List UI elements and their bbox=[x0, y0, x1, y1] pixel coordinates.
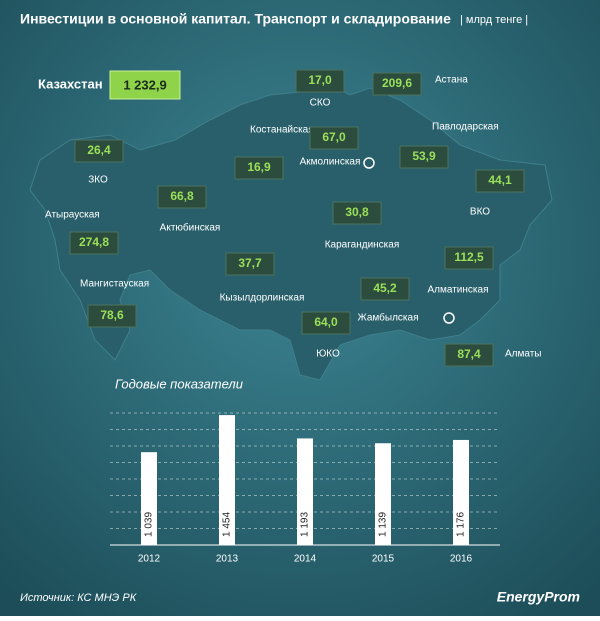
bar bbox=[219, 415, 235, 545]
region-name: Астана bbox=[435, 75, 468, 86]
region-name: Алматинская bbox=[428, 285, 489, 296]
region-value: 45,2 bbox=[373, 281, 397, 295]
region-box bbox=[74, 139, 124, 163]
region-value: 17,0 bbox=[308, 73, 332, 87]
brand: EnergyProm bbox=[497, 589, 580, 605]
region-box bbox=[309, 126, 359, 150]
region-box bbox=[87, 304, 137, 328]
region-value: 67,0 bbox=[322, 130, 346, 144]
x-tick-label: 2015 bbox=[372, 554, 395, 565]
region-value: 78,6 bbox=[100, 308, 124, 322]
region-value: 274,8 bbox=[79, 235, 109, 249]
region-box bbox=[234, 156, 284, 180]
region-value: 16,9 bbox=[247, 160, 271, 174]
region-box bbox=[444, 246, 494, 270]
bar-value-label: 1 454 bbox=[222, 512, 233, 537]
region-box bbox=[444, 343, 494, 367]
x-tick-label: 2016 bbox=[450, 554, 473, 565]
region-value: 112,5 bbox=[454, 250, 484, 264]
region-name: Жамбылская bbox=[358, 312, 419, 324]
bar-value-label: 1 193 bbox=[300, 512, 311, 537]
region-name: СКО bbox=[310, 98, 331, 109]
region-value: 44,1 bbox=[488, 173, 512, 187]
region-value: 30,8 bbox=[345, 205, 369, 219]
bar-value-label: 1 139 bbox=[378, 512, 389, 537]
bar bbox=[453, 439, 469, 545]
region-value: 66,8 bbox=[170, 189, 194, 203]
region-value: 87,4 bbox=[457, 347, 481, 361]
region-box bbox=[301, 311, 351, 335]
region-name: Павлодарская bbox=[432, 122, 499, 133]
total-box bbox=[109, 70, 181, 100]
region-name: Кызылдорлинская bbox=[220, 293, 305, 304]
region-box bbox=[475, 169, 525, 193]
bar bbox=[375, 443, 391, 545]
region-box bbox=[69, 231, 119, 255]
region-name: Атырауская bbox=[45, 210, 100, 221]
region-name: Карагандинская bbox=[325, 240, 400, 251]
region-box bbox=[157, 185, 207, 209]
x-tick-label: 2013 bbox=[216, 554, 239, 565]
region-box bbox=[295, 69, 345, 93]
region-name: Акмолинская bbox=[300, 157, 361, 168]
region-box bbox=[372, 72, 422, 96]
region-box bbox=[225, 252, 275, 276]
astana-marker bbox=[363, 157, 375, 169]
region-value: 209,6 bbox=[382, 76, 412, 90]
region-box bbox=[332, 201, 382, 225]
bar-value-label: 1 176 bbox=[456, 512, 467, 537]
chart-title: Годовые показатели bbox=[115, 376, 243, 391]
title: Инвестиции в основной капитал. Транспорт… bbox=[20, 11, 451, 27]
unit: | млрд тенге | bbox=[460, 14, 528, 26]
region-name: ЗКО bbox=[88, 175, 108, 186]
bar bbox=[297, 438, 313, 545]
region-name: Мангистауская bbox=[80, 279, 149, 290]
region-box bbox=[360, 277, 410, 301]
x-tick-label: 2014 bbox=[294, 554, 317, 565]
source: Источник: КС МНЭ РК bbox=[20, 592, 137, 604]
bar-value-label: 1 039 bbox=[144, 512, 155, 537]
region-name: Актюбинская bbox=[160, 222, 221, 234]
almaty-marker bbox=[443, 312, 455, 324]
bar bbox=[141, 452, 157, 545]
region-box bbox=[399, 145, 449, 169]
region-value: 37,7 bbox=[238, 256, 262, 270]
region-value: 26,4 bbox=[87, 143, 111, 157]
total-label: Казахстан bbox=[38, 76, 103, 91]
region-value: 53,9 bbox=[412, 149, 436, 163]
total-value: 1 232,9 bbox=[123, 77, 166, 92]
region-name: Костанайская bbox=[250, 125, 314, 136]
region-name: ВКО bbox=[470, 207, 490, 218]
region-value: 64,0 bbox=[314, 315, 338, 329]
region-name: ЮКО bbox=[316, 349, 340, 360]
region-name: Алматы bbox=[505, 349, 542, 360]
x-tick-label: 2012 bbox=[138, 554, 161, 565]
